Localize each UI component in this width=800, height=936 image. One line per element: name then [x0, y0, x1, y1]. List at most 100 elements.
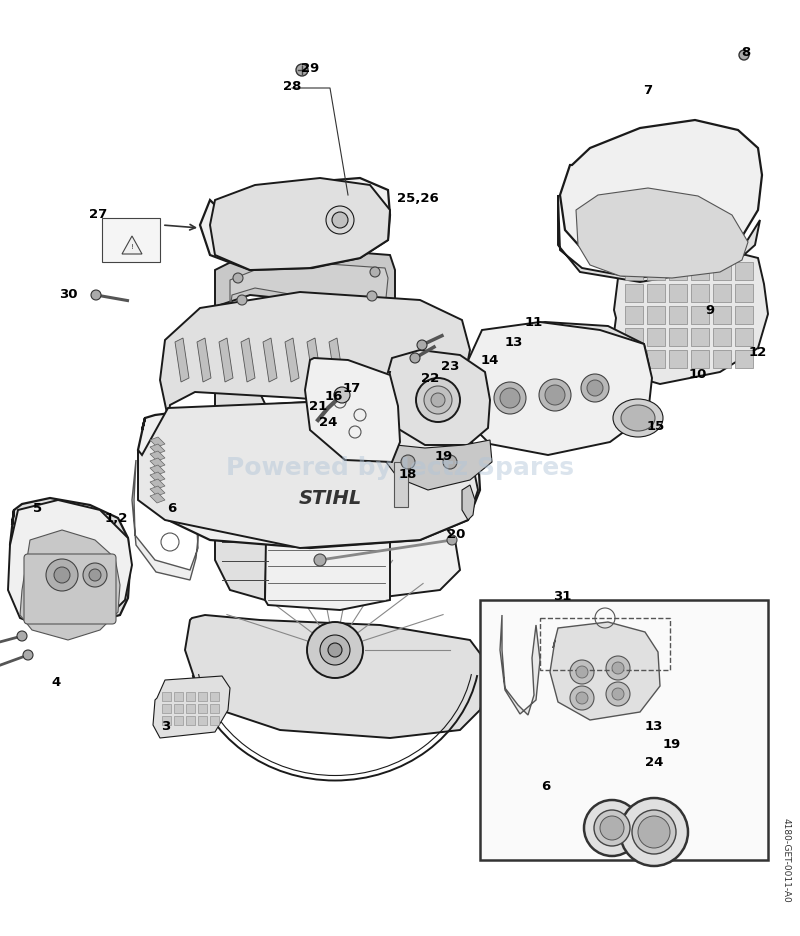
Bar — [713, 350, 731, 368]
Polygon shape — [200, 178, 390, 270]
Polygon shape — [560, 120, 762, 268]
Circle shape — [576, 692, 588, 704]
Text: 4: 4 — [51, 676, 61, 689]
Ellipse shape — [613, 399, 663, 437]
Circle shape — [54, 567, 70, 583]
Text: 23: 23 — [441, 359, 459, 373]
Circle shape — [410, 465, 420, 475]
Text: 20: 20 — [447, 528, 465, 540]
Bar — [625, 284, 643, 302]
Polygon shape — [8, 500, 132, 634]
Circle shape — [612, 662, 624, 674]
Bar — [691, 350, 709, 368]
Bar — [713, 284, 731, 302]
Circle shape — [600, 816, 624, 840]
Polygon shape — [215, 490, 460, 600]
Polygon shape — [219, 338, 233, 382]
Text: 4180-GET-0011-A0: 4180-GET-0011-A0 — [782, 818, 790, 902]
Circle shape — [570, 660, 594, 684]
Polygon shape — [150, 458, 165, 468]
Text: 6: 6 — [542, 780, 550, 793]
Circle shape — [307, 622, 363, 678]
Circle shape — [416, 378, 460, 422]
Polygon shape — [150, 479, 165, 489]
Circle shape — [314, 554, 326, 566]
Bar — [540, 618, 670, 670]
Polygon shape — [386, 440, 492, 490]
Polygon shape — [285, 338, 299, 382]
Text: 14: 14 — [481, 354, 499, 367]
Polygon shape — [150, 493, 165, 503]
Bar — [669, 262, 687, 280]
Circle shape — [447, 535, 457, 545]
Polygon shape — [265, 400, 390, 610]
Bar — [691, 284, 709, 302]
Text: 1,2: 1,2 — [104, 511, 128, 524]
Polygon shape — [150, 486, 165, 496]
Circle shape — [576, 666, 588, 678]
Polygon shape — [329, 338, 343, 382]
Bar — [198, 704, 207, 713]
Polygon shape — [612, 248, 768, 384]
Circle shape — [83, 563, 107, 587]
Polygon shape — [230, 262, 388, 310]
Ellipse shape — [621, 405, 655, 431]
Text: 27: 27 — [89, 209, 107, 222]
Circle shape — [739, 50, 749, 60]
Circle shape — [584, 800, 640, 856]
Bar — [174, 716, 183, 725]
Text: 16: 16 — [325, 389, 343, 402]
Circle shape — [612, 688, 624, 700]
Text: 17: 17 — [343, 382, 361, 394]
Circle shape — [417, 340, 427, 350]
Polygon shape — [215, 310, 270, 600]
Polygon shape — [305, 358, 400, 462]
Polygon shape — [150, 472, 165, 482]
Bar — [625, 328, 643, 346]
Bar — [186, 716, 195, 725]
Bar — [162, 692, 171, 701]
Bar — [669, 350, 687, 368]
Circle shape — [581, 374, 609, 402]
Polygon shape — [241, 338, 255, 382]
Circle shape — [500, 388, 520, 408]
Bar — [735, 328, 753, 346]
Bar — [647, 284, 665, 302]
Circle shape — [539, 379, 571, 411]
Text: 13: 13 — [645, 720, 663, 733]
Circle shape — [328, 643, 342, 657]
Circle shape — [233, 273, 243, 283]
Bar — [669, 284, 687, 302]
Circle shape — [594, 810, 630, 846]
Text: 28: 28 — [283, 80, 301, 93]
Circle shape — [424, 386, 452, 414]
Text: 21: 21 — [309, 400, 327, 413]
Circle shape — [410, 353, 420, 363]
Circle shape — [410, 515, 420, 525]
Bar — [691, 328, 709, 346]
Circle shape — [587, 380, 603, 396]
Polygon shape — [150, 465, 165, 475]
Text: 29: 29 — [301, 62, 319, 75]
Text: 24: 24 — [645, 755, 663, 768]
Text: 6: 6 — [167, 502, 177, 515]
Polygon shape — [138, 402, 478, 548]
Bar — [625, 262, 643, 280]
Polygon shape — [307, 338, 321, 382]
Polygon shape — [150, 437, 165, 447]
Polygon shape — [185, 615, 488, 738]
Polygon shape — [150, 451, 165, 461]
Bar — [691, 262, 709, 280]
Bar — [713, 328, 731, 346]
Bar — [669, 328, 687, 346]
Text: 18: 18 — [399, 467, 417, 480]
Text: 11: 11 — [525, 315, 543, 329]
Polygon shape — [20, 530, 120, 640]
Circle shape — [638, 816, 670, 848]
Circle shape — [23, 650, 33, 660]
Polygon shape — [466, 322, 652, 455]
Bar — [480, 600, 768, 860]
Text: 25,26: 25,26 — [397, 192, 439, 204]
Text: STIHL: STIHL — [298, 489, 362, 507]
Circle shape — [410, 415, 420, 425]
